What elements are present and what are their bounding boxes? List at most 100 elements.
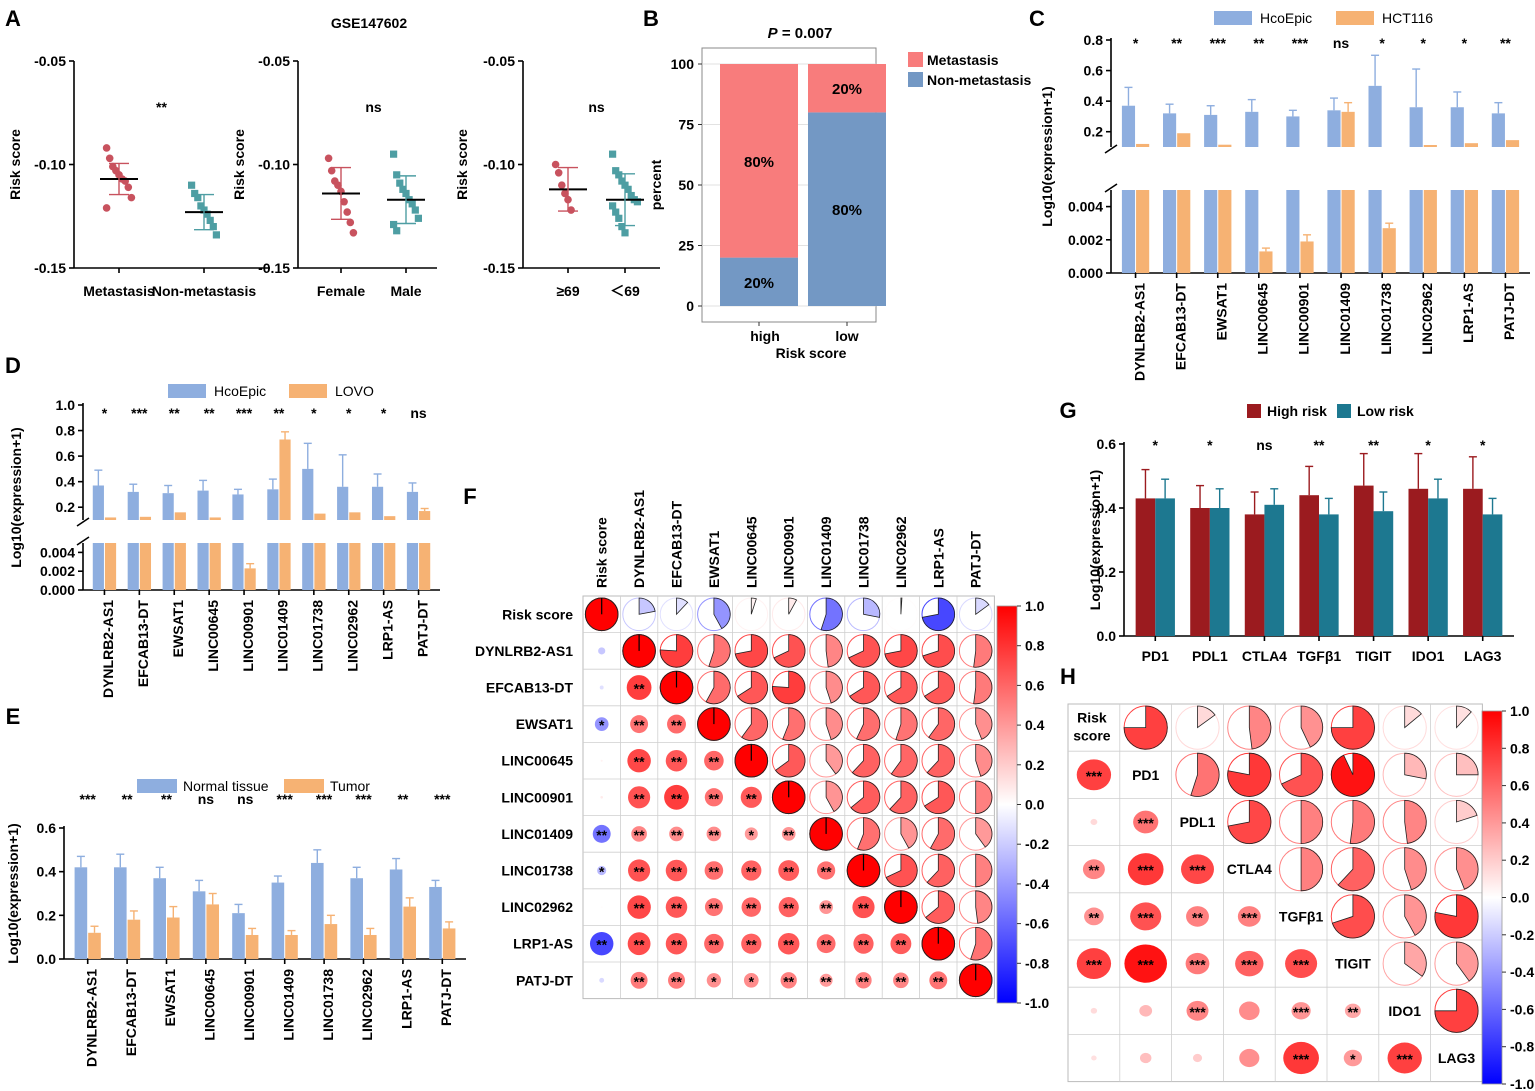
pie-slice <box>741 707 768 741</box>
bar <box>1204 114 1218 147</box>
x-tick-label: PD1 <box>1142 648 1169 664</box>
colorbar-label: 0.4 <box>1025 717 1045 733</box>
pie-slice <box>926 853 955 888</box>
data-point <box>343 208 352 216</box>
significance-stars: ** <box>746 937 757 953</box>
y-tick-label: 0.6 <box>1097 436 1117 452</box>
bar <box>349 512 361 520</box>
significance-label: * <box>1421 35 1427 51</box>
y-tick-label: 0.6 <box>37 820 57 836</box>
data-label: 80% <box>744 154 774 171</box>
scatter-plot-a2: -0.05 -0.10 -0.15 Risk score Female Male ns <box>231 53 437 299</box>
data-point <box>102 204 111 212</box>
pie-slice <box>705 670 731 705</box>
pie-slice <box>890 743 918 778</box>
pie-slice <box>975 890 993 924</box>
bar <box>1423 145 1437 147</box>
corr-circle <box>628 859 651 882</box>
bar <box>232 543 244 590</box>
bar <box>419 543 431 590</box>
significance-stars: * <box>711 973 717 989</box>
pie-slice <box>713 597 731 630</box>
x-tick-label: PATJ-DT <box>414 600 430 657</box>
corr-circle <box>1186 906 1209 927</box>
corr-circle <box>740 786 762 808</box>
corr-circle <box>816 861 836 880</box>
corr-circle <box>628 786 651 809</box>
legend-label: Metastasis <box>927 52 999 68</box>
y-tick-label: 100 <box>671 56 695 72</box>
corr-circle <box>704 861 724 880</box>
colorbar-label: -0.6 <box>1025 916 1049 932</box>
bar-segment <box>720 257 798 306</box>
significance-label: * <box>1133 35 1139 51</box>
bar <box>1327 190 1341 273</box>
colorbar-label: -1.0 <box>1025 995 1049 1011</box>
diagonal-label: PD1 <box>1132 767 1159 783</box>
y-tick-label: 0.8 <box>56 423 76 439</box>
x-tick-label: LINC00645 <box>205 600 221 672</box>
corr-circle <box>664 784 689 810</box>
bar <box>1341 111 1355 147</box>
x-tick-label: EWSAT1 <box>170 600 186 658</box>
significance-label: * <box>1153 437 1159 453</box>
bar <box>1135 498 1156 636</box>
x-tick-label: LINC00645 <box>202 969 218 1041</box>
significance-stars: *** <box>1293 957 1310 973</box>
pie-slice <box>923 670 955 705</box>
significance-stars: ** <box>783 900 794 916</box>
bar <box>406 543 419 590</box>
x-tick-label: Female <box>317 283 365 299</box>
axis-break <box>1104 144 1118 154</box>
pie-slice <box>850 780 881 814</box>
corr-circle <box>704 933 724 954</box>
bar <box>197 543 209 590</box>
bar <box>232 494 244 520</box>
corr-circle <box>1139 1052 1152 1064</box>
significance-stars: ** <box>821 937 832 953</box>
bar <box>1423 190 1437 273</box>
significance-stars: *** <box>1138 862 1155 878</box>
bar <box>371 486 384 520</box>
significance-label: * <box>346 405 352 421</box>
corr-circle <box>704 750 724 771</box>
significance-stars: ** <box>634 937 645 953</box>
pie-slice <box>774 743 806 778</box>
colorbar-label: 0.0 <box>1510 890 1530 906</box>
corr-circle <box>1124 944 1167 983</box>
legend-swatch <box>908 52 923 67</box>
bar <box>139 516 152 520</box>
bar <box>337 543 349 590</box>
pie-slice <box>782 707 806 741</box>
bar <box>1286 190 1300 273</box>
y-axis-label: Log10(expression+1) <box>1039 86 1055 226</box>
corr-circle <box>1130 902 1162 931</box>
significance-stars: ** <box>671 754 682 770</box>
y-tick-label: 0.4 <box>56 474 76 490</box>
y-tick-label: 0.002 <box>40 563 75 579</box>
significance-stars: ** <box>634 827 645 843</box>
significance-stars: ** <box>634 681 645 697</box>
corr-circle <box>1076 948 1112 980</box>
y-tick-label: 0.4 <box>1097 500 1117 516</box>
row-label: PATJ-DT <box>516 972 573 988</box>
data-point <box>327 166 336 175</box>
diagonal-label: CTLA4 <box>1227 861 1272 877</box>
pie-slice <box>849 670 881 705</box>
bar <box>1300 241 1314 273</box>
bar <box>1409 190 1423 273</box>
bar <box>1177 190 1191 273</box>
corr-circle <box>1283 1041 1319 1075</box>
pie-slice <box>825 743 843 775</box>
bar <box>197 490 209 520</box>
data-point <box>612 208 620 216</box>
data-point <box>212 231 220 239</box>
bar <box>314 543 326 590</box>
significance-label: ** <box>397 791 408 807</box>
significance-stars: *** <box>1086 768 1103 784</box>
x-tick-label: LINC00901 <box>241 969 257 1041</box>
pie-slice <box>1434 894 1479 939</box>
significance-stars: ** <box>783 973 794 989</box>
colorbar-label: 0.8 <box>1510 740 1530 756</box>
pie-slice <box>825 670 843 704</box>
